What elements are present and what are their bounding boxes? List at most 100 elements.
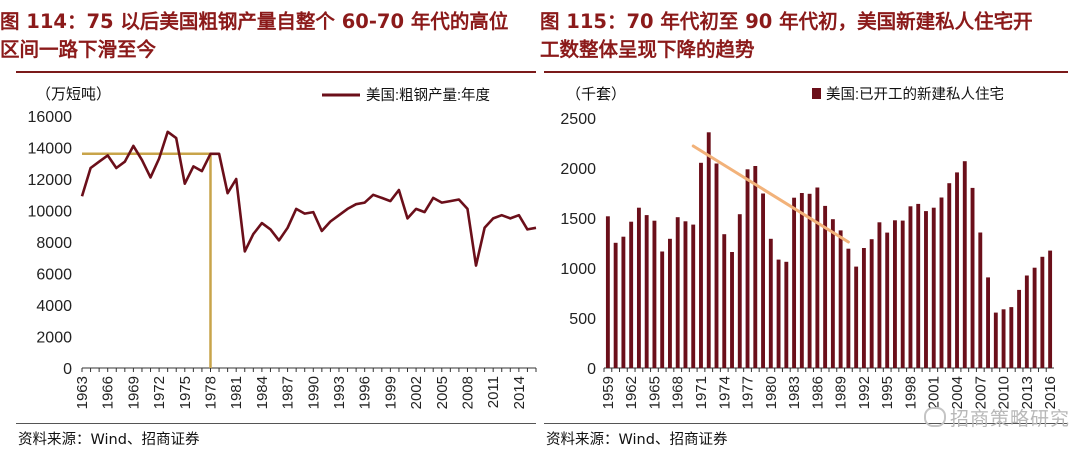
x-tick-label: 1987: [280, 376, 297, 409]
watermark: 招商策略研究: [923, 404, 1070, 431]
unit-label: （千套）: [566, 86, 626, 103]
bar: [644, 215, 649, 368]
bar: [1024, 275, 1029, 368]
x-tick-label: 1966: [100, 376, 117, 409]
bar: [706, 132, 711, 368]
bar: [636, 207, 641, 368]
bar: [823, 205, 828, 368]
title-rule: [544, 71, 1068, 73]
figure-left-source: 资料来源：Wind、招商证券: [18, 432, 200, 448]
x-tick-label: 1968: [670, 376, 687, 409]
bar: [893, 220, 897, 368]
bar: [885, 232, 890, 368]
x-tick-label: 1975: [177, 376, 194, 409]
bar: [691, 224, 696, 368]
x-tick-label: 1990: [305, 376, 322, 409]
housing-starts-chart: （千套） 0 500 1000 1500 2000 2500 1959 1962 1965 1968…: [560, 86, 1059, 409]
x-tick-label: 1996: [357, 376, 374, 409]
y-tick-label: 16000: [28, 109, 73, 126]
watermark-text: 招商策略研究: [949, 408, 1070, 430]
x-tick-label: 1972: [151, 376, 168, 409]
x-tick-label: 1984: [254, 376, 271, 409]
y-tick-label: 8000: [36, 235, 72, 252]
y-tick-label: 1000: [560, 261, 596, 278]
bar: [799, 193, 804, 368]
bar: [1040, 256, 1045, 368]
bar: [846, 248, 851, 368]
x-tick-label: 1989: [833, 376, 850, 409]
figure-left-title: 图 114：75 以后美国粗钢产量自整个 60-70 年代的高位 区间一路下滑至…: [0, 8, 540, 64]
x-tick-label: 2013: [1019, 376, 1036, 409]
x-tick-label: 1986: [809, 376, 826, 409]
x-tick-label: 1969: [125, 376, 142, 409]
bar: [908, 206, 913, 368]
y-tick-label: 6000: [36, 267, 72, 284]
bar: [877, 222, 882, 368]
bar: [993, 312, 998, 368]
figure-left-title-line1: 图 114：75 以后美国粗钢产量自整个 60-70 年代的高位: [0, 10, 509, 33]
bar: [970, 187, 975, 368]
bar: [660, 251, 665, 368]
wechat-icon: [923, 407, 946, 427]
bar: [978, 232, 983, 368]
bar: [722, 234, 727, 368]
bar: [745, 169, 750, 368]
bar: [1001, 309, 1006, 368]
x-tick-label: 1983: [786, 376, 803, 409]
bar: [854, 266, 859, 368]
figure-right-title-line1: 图 115：70 年代初至 90 年代初，美国新建私人住宅开: [540, 10, 1033, 33]
figure-right: 图 115：70 年代初至 90 年代初，美国新建私人住宅开 工数整体呈现下降的…: [540, 0, 1080, 467]
bar: [924, 211, 928, 368]
y-tick-label: 1500: [560, 211, 596, 228]
figure-right-source: 资料来源：Wind、招商证券: [546, 432, 728, 448]
bar: [776, 259, 781, 368]
bar: [792, 197, 797, 368]
title-rule: [16, 71, 536, 73]
bar: [761, 193, 765, 368]
bar: [621, 236, 626, 368]
trend-line: [691, 144, 850, 244]
unit-label: （万短吨）: [36, 86, 111, 103]
bar: [699, 162, 703, 368]
bar: [730, 252, 734, 368]
bar: [675, 217, 680, 368]
x-tick-label: 1962: [623, 376, 640, 409]
steel-output-chart: （万短吨） 0 2000 4000 6000 8000 10000 12000 14000 160…: [28, 86, 537, 409]
x-tick-label: 1959: [600, 376, 617, 409]
x-tick-label: 2007: [972, 376, 989, 409]
x-tick-label: 2014: [511, 376, 528, 409]
bar: [683, 221, 688, 368]
bar: [613, 242, 618, 368]
x-tick-label: 1981: [228, 376, 245, 409]
bar: [962, 161, 967, 368]
bar: [861, 248, 866, 368]
x-tick-label: 1978: [202, 376, 219, 409]
series-line: [80, 130, 537, 267]
y-tick-label: 500: [569, 311, 596, 328]
x-tick-label: 1998: [902, 376, 919, 409]
x-tick-label: 1995: [879, 376, 896, 409]
figure-right-title-line2: 工数整体呈现下降的趋势: [540, 38, 755, 61]
bar: [605, 216, 610, 368]
bar: [869, 239, 874, 368]
x-tick-label: 1993: [331, 376, 348, 409]
x-tick-label: 2004: [949, 376, 966, 409]
legend-swatch: [812, 88, 821, 99]
bar: [1009, 307, 1014, 368]
bar: [815, 187, 820, 368]
bar: [753, 166, 758, 368]
bar: [931, 207, 936, 368]
figure-left: 图 114：75 以后美国粗钢产量自整个 60-70 年代的高位 区间一路下滑至…: [0, 8, 540, 448]
x-tick-label: 2005: [434, 376, 451, 409]
bar: [947, 183, 952, 368]
bar: [652, 220, 657, 368]
x-tick-label: 2002: [408, 376, 425, 409]
y-tick-label: 0: [587, 361, 596, 378]
x-tick-label: 1977: [740, 376, 757, 409]
y-tick-label: 2500: [560, 111, 596, 128]
figure-right-title: 图 115：70 年代初至 90 年代初，美国新建私人住宅开 工数整体呈现下降的…: [540, 8, 1080, 64]
bar: [955, 172, 959, 368]
bar: [714, 163, 719, 368]
x-tick-label: 2010: [996, 376, 1013, 409]
x-tick-label: 2008: [459, 376, 476, 409]
